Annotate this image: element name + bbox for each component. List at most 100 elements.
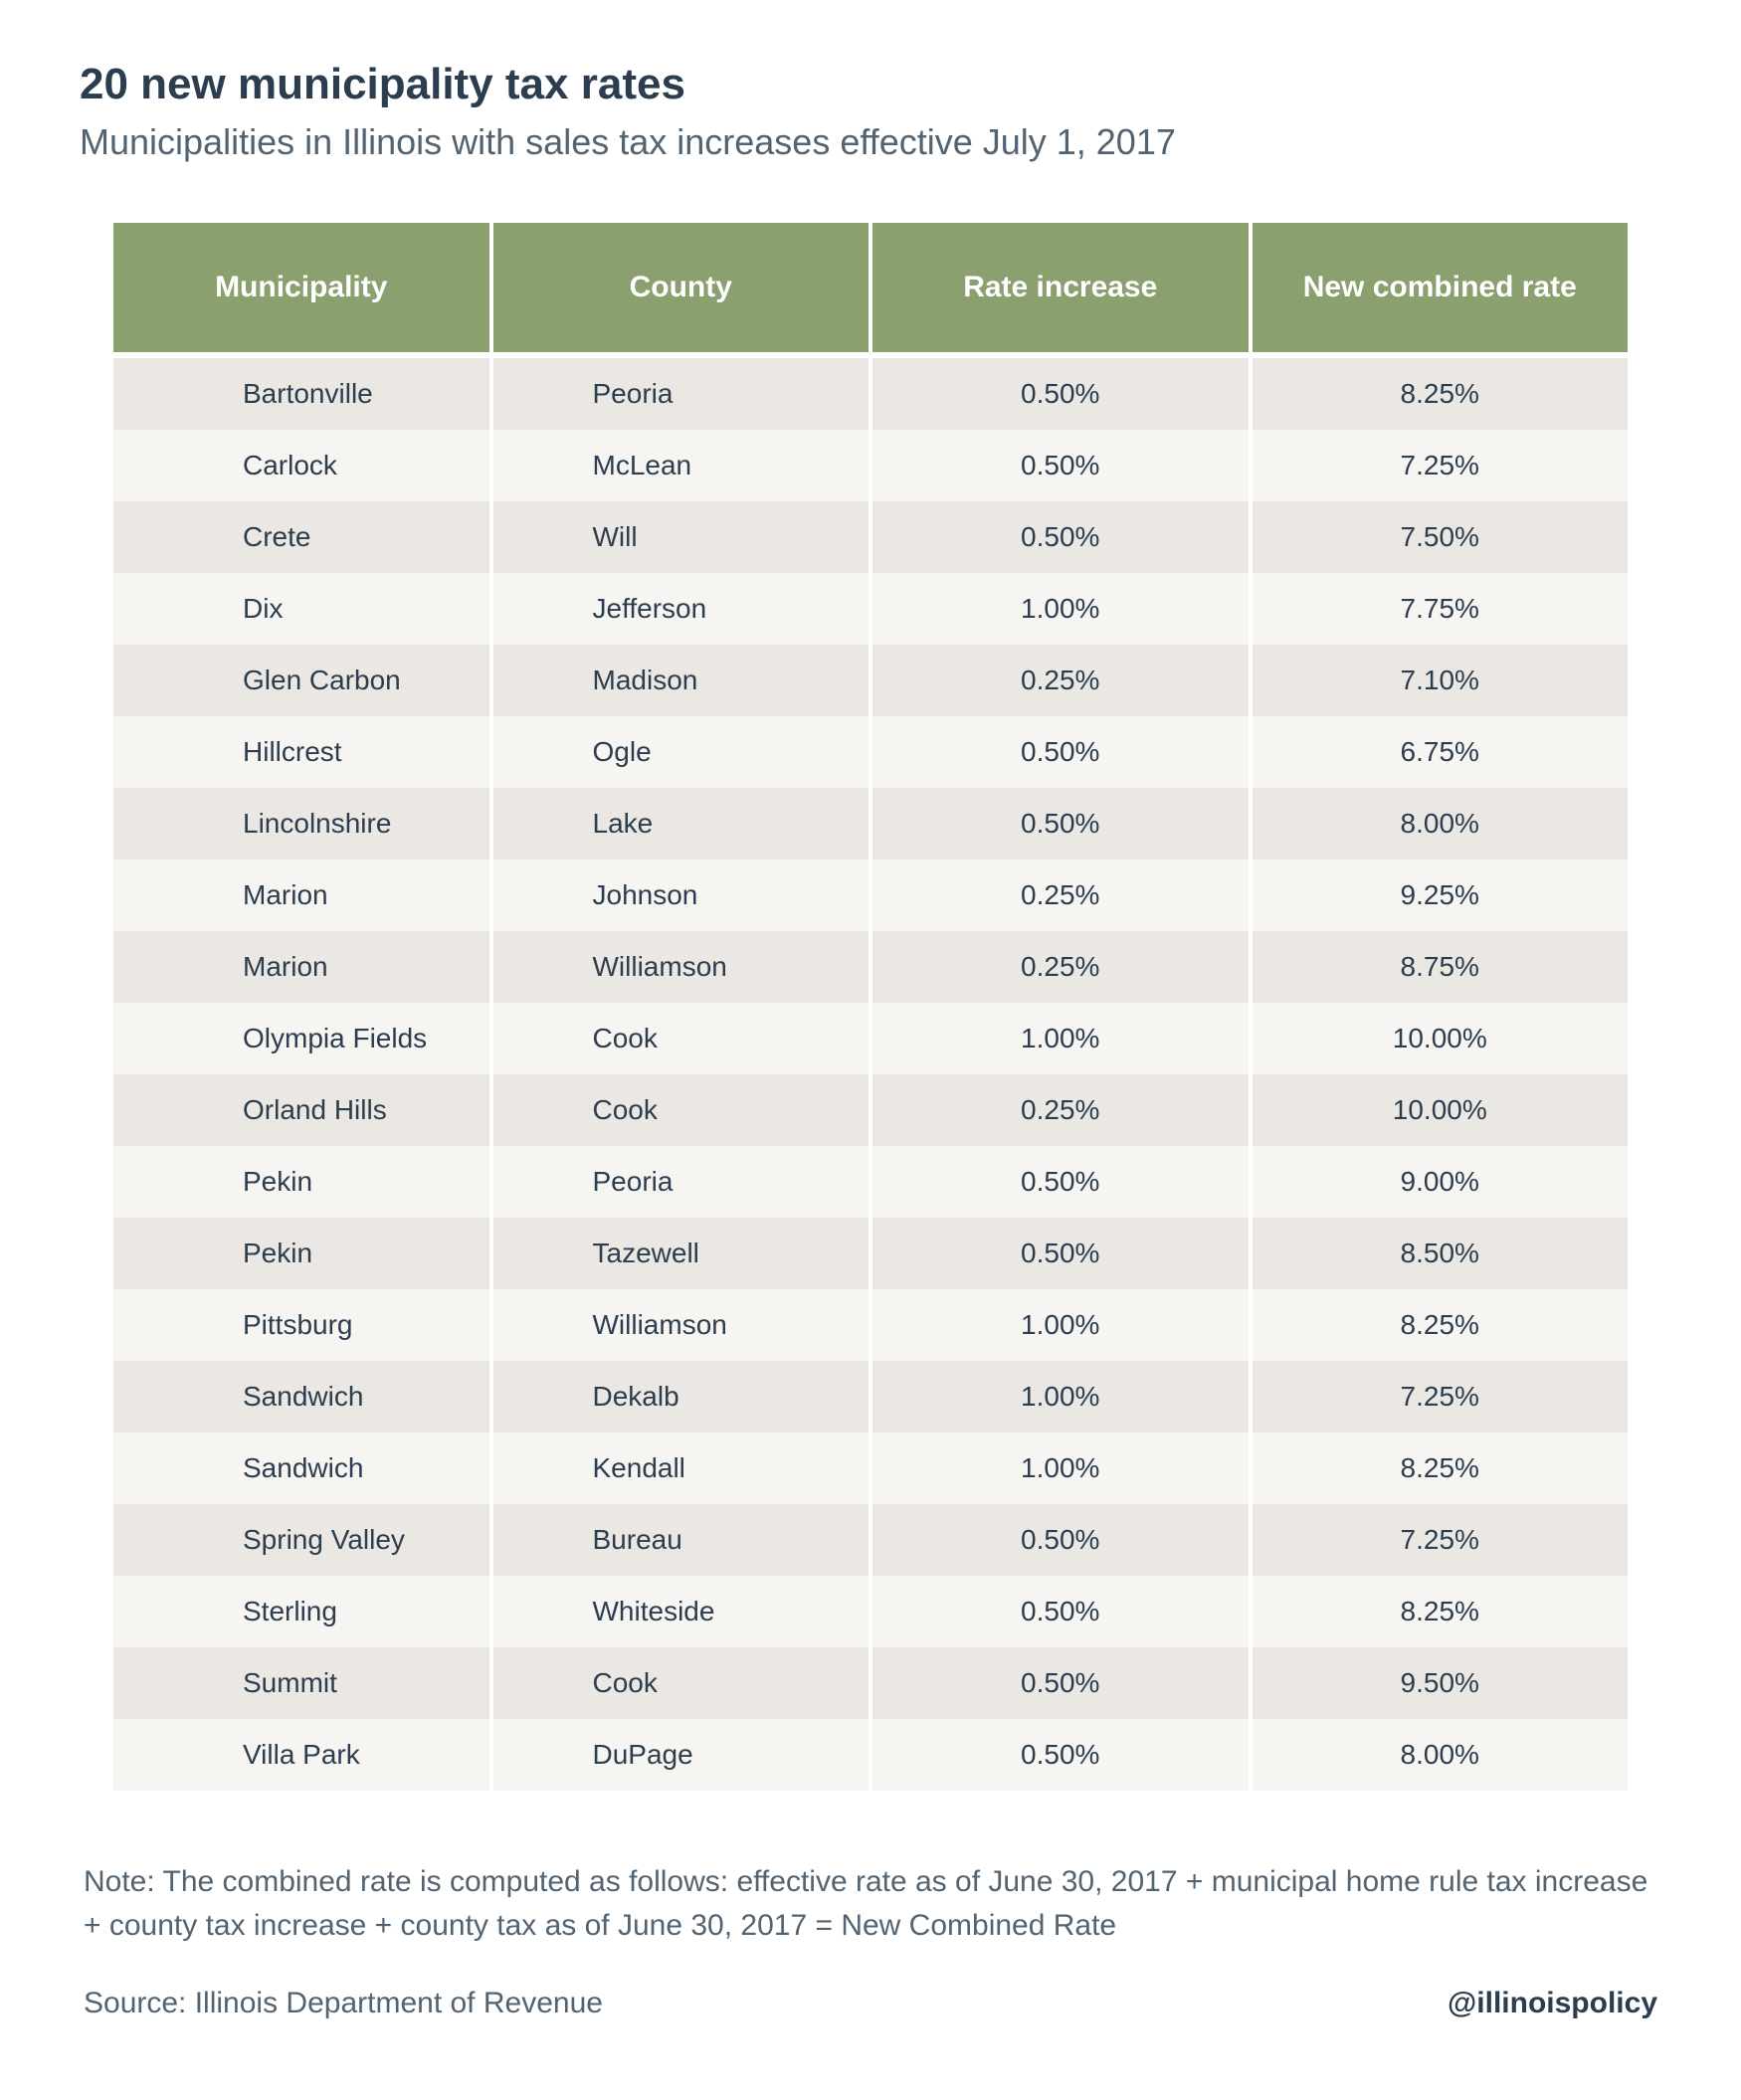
table-cell: 0.50% <box>872 430 1249 501</box>
table-head: MunicipalityCountyRate increaseNew combi… <box>113 223 1628 358</box>
table-cell: 9.50% <box>1253 1647 1629 1719</box>
table-row: CarlockMcLean0.50%7.25% <box>113 430 1628 501</box>
table-cell: Cook <box>493 1074 870 1146</box>
column-header: Municipality <box>113 223 489 358</box>
table-cell: 8.50% <box>1253 1218 1629 1289</box>
table-cell: 0.50% <box>872 788 1249 859</box>
table-cell: 9.25% <box>1253 859 1629 931</box>
table-cell: Lake <box>493 788 870 859</box>
column-header: County <box>493 223 870 358</box>
table-cell: 7.25% <box>1253 1361 1629 1432</box>
page-title: 20 new municipality tax rates <box>80 60 1661 109</box>
page-subtitle: Municipalities in Illinois with sales ta… <box>80 121 1661 163</box>
table-row: SandwichDekalb1.00%7.25% <box>113 1361 1628 1432</box>
table-cell: Bureau <box>493 1504 870 1576</box>
table-cell: Sandwich <box>113 1432 489 1504</box>
table-row: SterlingWhiteside0.50%8.25% <box>113 1576 1628 1647</box>
table-cell: 8.75% <box>1253 931 1629 1003</box>
table-cell: Marion <box>113 859 489 931</box>
table-cell: 7.25% <box>1253 430 1629 501</box>
table-cell: 0.25% <box>872 931 1249 1003</box>
table-cell: Williamson <box>493 931 870 1003</box>
table-cell: 0.50% <box>872 1576 1249 1647</box>
table-cell: 0.50% <box>872 1146 1249 1218</box>
table-cell: Tazewell <box>493 1218 870 1289</box>
table-row: SummitCook0.50%9.50% <box>113 1647 1628 1719</box>
table-cell: 8.25% <box>1253 1432 1629 1504</box>
table-cell: 1.00% <box>872 1289 1249 1361</box>
table-cell: 0.25% <box>872 1074 1249 1146</box>
table-cell: Villa Park <box>113 1719 489 1791</box>
table-body: BartonvillePeoria0.50%8.25%CarlockMcLean… <box>113 358 1628 1791</box>
table-cell: 8.25% <box>1253 1289 1629 1361</box>
table-cell: McLean <box>493 430 870 501</box>
table-cell: Glen Carbon <box>113 645 489 716</box>
table-cell: 0.25% <box>872 859 1249 931</box>
table-cell: 1.00% <box>872 1432 1249 1504</box>
table-row: HillcrestOgle0.50%6.75% <box>113 716 1628 788</box>
table-cell: 8.00% <box>1253 1719 1629 1791</box>
table-cell: 1.00% <box>872 1361 1249 1432</box>
table-cell: 8.25% <box>1253 358 1629 430</box>
table-cell: 8.25% <box>1253 1576 1629 1647</box>
table-cell: 0.50% <box>872 358 1249 430</box>
table-header-row: MunicipalityCountyRate increaseNew combi… <box>113 223 1628 358</box>
table-row: Spring ValleyBureau0.50%7.25% <box>113 1504 1628 1576</box>
table-row: MarionJohnson0.25%9.25% <box>113 859 1628 931</box>
table-cell: Cook <box>493 1647 870 1719</box>
table-cell: Dekalb <box>493 1361 870 1432</box>
table-cell: 0.50% <box>872 1218 1249 1289</box>
table-cell: 1.00% <box>872 573 1249 645</box>
table-cell: 7.10% <box>1253 645 1629 716</box>
table-cell: DuPage <box>493 1719 870 1791</box>
column-header: Rate increase <box>872 223 1249 358</box>
table-cell: Cook <box>493 1003 870 1074</box>
table-cell: Summit <box>113 1647 489 1719</box>
table-cell: Lincolnshire <box>113 788 489 859</box>
table-cell: 0.50% <box>872 716 1249 788</box>
table-cell: 0.50% <box>872 1647 1249 1719</box>
table-cell: Pekin <box>113 1218 489 1289</box>
table-cell: Marion <box>113 931 489 1003</box>
table-row: PekinPeoria0.50%9.00% <box>113 1146 1628 1218</box>
table-cell: Dix <box>113 573 489 645</box>
source-text: Source: Illinois Department of Revenue <box>84 1987 603 2020</box>
table-cell: Crete <box>113 501 489 573</box>
table-row: Olympia FieldsCook1.00%10.00% <box>113 1003 1628 1074</box>
table-row: Glen CarbonMadison0.25%7.10% <box>113 645 1628 716</box>
table-cell: Spring Valley <box>113 1504 489 1576</box>
table-cell: Johnson <box>493 859 870 931</box>
tax-rates-table: MunicipalityCountyRate increaseNew combi… <box>109 223 1632 1791</box>
table-row: BartonvillePeoria0.50%8.25% <box>113 358 1628 430</box>
table-cell: 0.25% <box>872 645 1249 716</box>
table-row: DixJefferson1.00%7.75% <box>113 573 1628 645</box>
table-cell: 7.25% <box>1253 1504 1629 1576</box>
table-container: MunicipalityCountyRate increaseNew combi… <box>80 223 1661 1791</box>
table-cell: Olympia Fields <box>113 1003 489 1074</box>
table-cell: 7.75% <box>1253 573 1629 645</box>
table-row: Villa ParkDuPage0.50%8.00% <box>113 1719 1628 1791</box>
table-cell: Whiteside <box>493 1576 870 1647</box>
table-cell: Ogle <box>493 716 870 788</box>
social-handle: @illinoispolicy <box>1448 1987 1657 2020</box>
table-cell: Hillcrest <box>113 716 489 788</box>
table-cell: Sterling <box>113 1576 489 1647</box>
table-cell: 0.50% <box>872 501 1249 573</box>
table-row: Orland HillsCook0.25%10.00% <box>113 1074 1628 1146</box>
table-row: PekinTazewell0.50%8.50% <box>113 1218 1628 1289</box>
table-cell: Peoria <box>493 1146 870 1218</box>
table-row: MarionWilliamson0.25%8.75% <box>113 931 1628 1003</box>
table-cell: Madison <box>493 645 870 716</box>
table-cell: Carlock <box>113 430 489 501</box>
table-cell: Bartonville <box>113 358 489 430</box>
footnote: Note: The combined rate is computed as f… <box>80 1860 1661 1947</box>
column-header: New combined rate <box>1253 223 1629 358</box>
table-cell: 8.00% <box>1253 788 1629 859</box>
table-cell: Pittsburg <box>113 1289 489 1361</box>
table-cell: Orland Hills <box>113 1074 489 1146</box>
table-row: LincolnshireLake0.50%8.00% <box>113 788 1628 859</box>
table-cell: 1.00% <box>872 1003 1249 1074</box>
table-row: SandwichKendall1.00%8.25% <box>113 1432 1628 1504</box>
page: 20 new municipality tax rates Municipali… <box>0 0 1741 2100</box>
table-row: CreteWill0.50%7.50% <box>113 501 1628 573</box>
